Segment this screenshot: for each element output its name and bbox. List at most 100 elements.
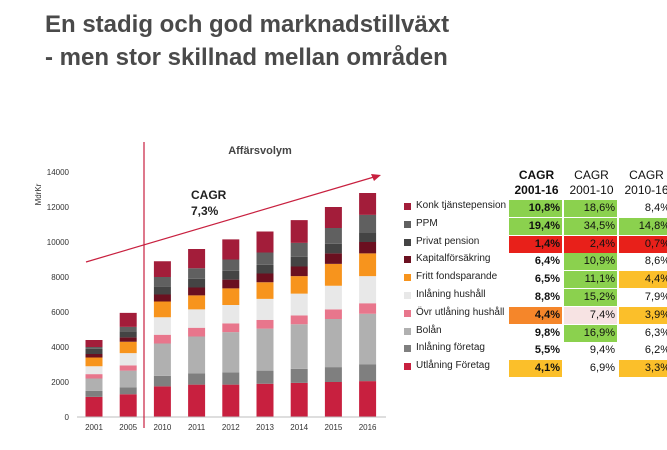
bar-segment	[359, 313, 377, 365]
bar-segment	[290, 256, 308, 267]
y-axis-label: MdrKr	[34, 183, 43, 205]
bar-segment	[256, 319, 274, 329]
bar-segment	[290, 266, 308, 277]
legend-label: Inlåning företag	[416, 342, 485, 354]
bar-segment	[324, 367, 342, 382]
bar-segment	[188, 373, 206, 385]
bar-segment	[290, 382, 308, 417]
bar-segment	[359, 253, 377, 277]
bar-segment	[153, 261, 171, 277]
bar-segment	[153, 286, 171, 295]
bar-segment	[119, 341, 137, 354]
x-tick-label: 2016	[359, 423, 377, 432]
y-tick-label: 4000	[51, 343, 69, 352]
bar-segment	[290, 324, 308, 369]
cagr-cell: 4,4%	[619, 271, 667, 289]
bar-segment	[153, 375, 171, 387]
bar-segment	[85, 354, 103, 358]
legend-label: Konk tjänstepension	[416, 200, 507, 211]
cagr-header-line2: 2001-10	[569, 183, 614, 197]
bar-segment	[290, 276, 308, 294]
cagr-cell: 7,4%	[564, 306, 617, 324]
bar-segment	[324, 285, 342, 310]
bar-segment	[222, 259, 240, 271]
bar-segment	[290, 315, 308, 325]
legend-label: Utlåning Företag	[416, 360, 490, 372]
bar-segment	[119, 337, 137, 342]
trend-arrow-line	[85, 176, 375, 263]
bar-segment	[256, 383, 274, 417]
legend-label: Inlåning hushåll	[416, 289, 486, 300]
bar-segment	[119, 365, 137, 371]
bar-segment	[222, 305, 240, 324]
y-tick-label: 6000	[51, 308, 69, 317]
bar-segment	[359, 303, 377, 314]
bar-segment	[119, 312, 137, 327]
bar-segment	[222, 332, 240, 373]
legend-label: Privat pension	[416, 235, 480, 247]
trend-arrow-head	[371, 174, 381, 181]
bar-segment	[256, 264, 274, 274]
bar-segment	[324, 319, 342, 368]
legend-swatch	[404, 256, 411, 264]
cagr-cell: 8,4%	[644, 202, 667, 214]
bar-segment	[153, 277, 171, 287]
bar-segment	[153, 294, 171, 302]
cagr-cell: 14,8%	[619, 217, 667, 235]
bar-segment	[222, 372, 240, 385]
bar-segment	[359, 381, 377, 417]
bar-segment	[324, 228, 342, 244]
bar-segment	[153, 386, 171, 417]
bar-segment	[324, 253, 342, 264]
cagr-cell: 9,8%	[534, 326, 560, 339]
bar-segment	[85, 357, 103, 367]
y-tick-label: 12000	[47, 203, 70, 212]
bar-segment	[256, 231, 274, 253]
bar-segment	[188, 268, 206, 279]
bar-segment	[256, 298, 274, 320]
x-tick-label: 2013	[256, 423, 274, 432]
x-tick-label: 2014	[290, 423, 308, 432]
legend-swatch	[404, 345, 411, 353]
bar-segment	[85, 366, 103, 375]
bar-segment	[324, 207, 342, 228]
bar-segment	[359, 242, 377, 254]
cagr-header-line1: CAGR	[518, 168, 555, 182]
legend-label: Kapitalförsäkring	[416, 253, 491, 265]
y-tick-label: 10000	[47, 238, 70, 247]
bar-segment	[188, 287, 206, 296]
cagr-cell: 2,4%	[564, 235, 617, 253]
bar-segment	[324, 382, 342, 417]
bar-segment	[222, 384, 240, 417]
bar-segment	[290, 220, 308, 243]
cagr-cell: 10,9%	[564, 253, 617, 271]
y-tick-label: 8000	[51, 273, 69, 282]
bar-segment	[188, 336, 206, 374]
y-tick-label: 0	[65, 413, 70, 422]
bar-segment	[359, 232, 377, 242]
cagr-cell: 5,5%	[534, 344, 560, 357]
cagr-header-line2: 2001-16	[514, 183, 559, 197]
bar-segment	[85, 348, 103, 354]
bar-segment	[324, 263, 342, 286]
bar-segment	[188, 249, 206, 269]
y-tick-label: 14000	[47, 168, 70, 177]
bar-segment	[153, 343, 171, 376]
bar-segment	[256, 273, 274, 283]
bar-segment	[188, 327, 206, 337]
legend-label: Fritt fondsparande	[416, 271, 498, 283]
legend-swatch	[404, 327, 411, 335]
legend-swatch	[404, 292, 411, 299]
bar-segment	[359, 364, 377, 382]
cagr-annotation-value: 7,3%	[191, 204, 219, 218]
cagr-cell: 4,4%	[509, 306, 562, 324]
bar-segment	[256, 328, 274, 371]
x-tick-label: 2001	[85, 423, 103, 432]
bar-segment	[153, 334, 171, 344]
bar-segment	[119, 387, 137, 395]
bar-segment	[222, 239, 240, 260]
legend-label: Övr utlåning hushåll	[416, 306, 505, 318]
bar-segment	[119, 353, 137, 366]
bar-segment	[119, 370, 137, 388]
